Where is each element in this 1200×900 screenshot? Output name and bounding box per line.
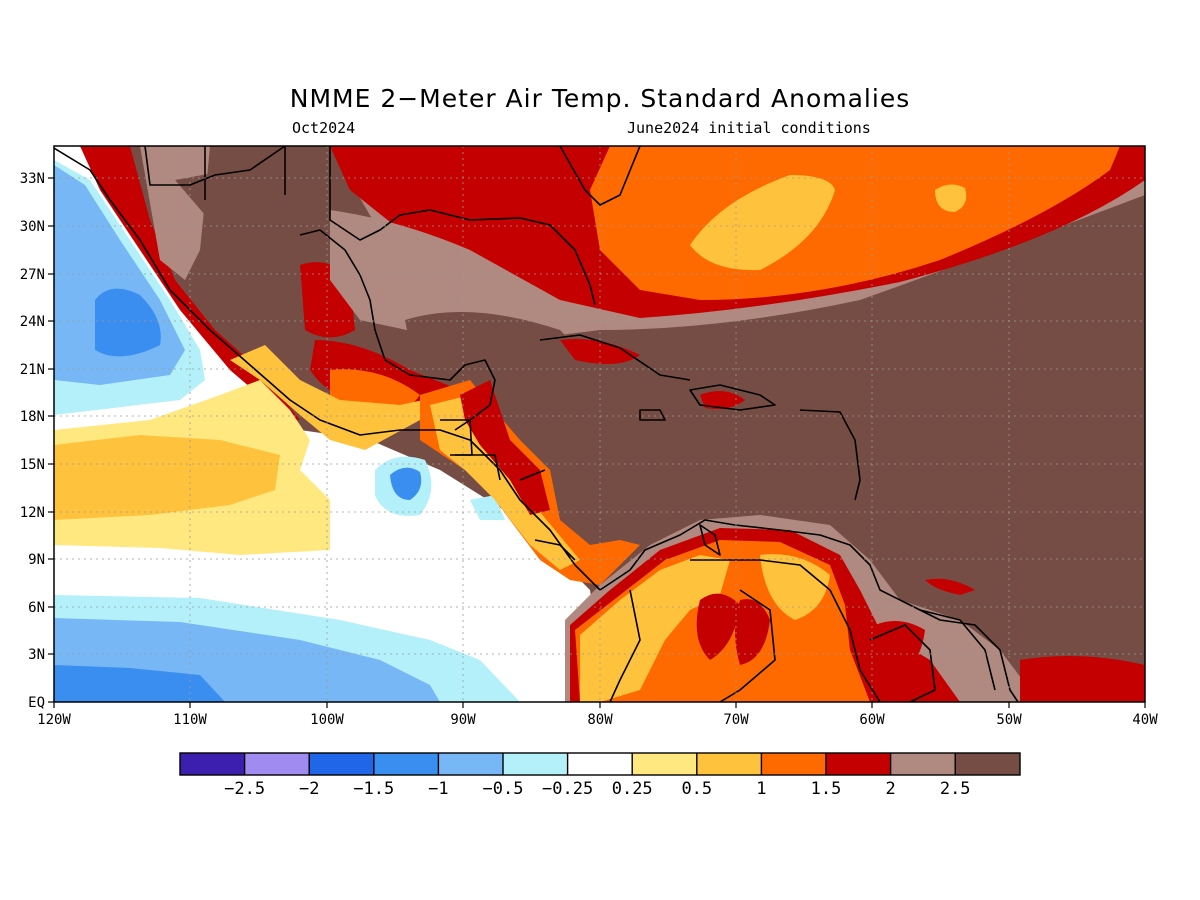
colorbar-swatch <box>309 753 374 775</box>
map-title: NMME 2−Meter Air Temp. Standard Anomalie… <box>289 84 911 113</box>
colorbar-label: 2.5 <box>940 779 971 799</box>
colorbar-swatch <box>180 753 245 775</box>
colorbar-swatch <box>761 753 826 775</box>
colorbar-swatch <box>567 753 633 775</box>
y-tick-label: 33N <box>20 171 45 187</box>
colorbar-label: −2 <box>299 779 319 799</box>
y-tick-label: 12N <box>20 505 45 521</box>
colorbar-swatch <box>503 753 568 775</box>
colorbar-label: 1.5 <box>811 779 842 799</box>
y-tick-label: 24N <box>20 314 45 330</box>
x-tick-label: 90W <box>450 712 476 728</box>
y-tick-label: 15N <box>20 457 45 473</box>
y-tick-label: 3N <box>28 647 45 663</box>
y-tick-label: EQ <box>28 695 45 711</box>
colorbar-label: −2.5 <box>224 779 265 799</box>
anomaly-field <box>54 146 1145 702</box>
y-tick-label: 27N <box>20 267 45 283</box>
x-tick-label: 40W <box>1132 712 1158 728</box>
colorbar-label: −1.5 <box>353 779 394 799</box>
x-tick-label: 70W <box>723 712 749 728</box>
lat-lon-grid <box>54 146 1145 702</box>
colorbar-label: 0.5 <box>681 779 712 799</box>
x-tick-label: 50W <box>996 712 1022 728</box>
initial-conditions-label: June2024 initial conditions <box>627 119 871 137</box>
colorbar-swatch <box>696 753 762 775</box>
colorbar-label: 2 <box>885 779 895 799</box>
colorbar-swatch <box>890 753 956 775</box>
colorbar-label: 1 <box>756 779 766 799</box>
x-tick-label: 100W <box>310 712 344 728</box>
colorbar-swatch <box>632 753 697 775</box>
colorbar-label: 0.25 <box>612 779 653 799</box>
colorbar-label: −1 <box>428 779 448 799</box>
x-tick-label: 120W <box>37 712 71 728</box>
colorbar-swatch <box>438 753 503 775</box>
y-tick-label: 30N <box>20 219 45 235</box>
colorbar-swatch <box>826 753 891 775</box>
x-tick-label: 60W <box>859 712 885 728</box>
colorbar <box>180 753 1020 775</box>
forecast-month: Oct2024 <box>292 119 356 137</box>
colorbar-swatch <box>955 753 1020 775</box>
colorbar-label: −0.25 <box>542 779 593 799</box>
y-tick-label: 21N <box>20 362 45 378</box>
colorbar-label: −0.5 <box>483 779 524 799</box>
x-tick-label: 110W <box>173 712 207 728</box>
y-tick-label: 6N <box>28 600 45 616</box>
colorbar-frame <box>179 752 1021 776</box>
colorbar-swatch <box>373 753 439 775</box>
x-tick-label: 80W <box>587 712 613 728</box>
axis-ticks <box>48 177 1146 708</box>
y-tick-label: 9N <box>28 552 45 568</box>
colorbar-swatch <box>244 753 310 775</box>
y-tick-label: 18N <box>20 409 45 425</box>
